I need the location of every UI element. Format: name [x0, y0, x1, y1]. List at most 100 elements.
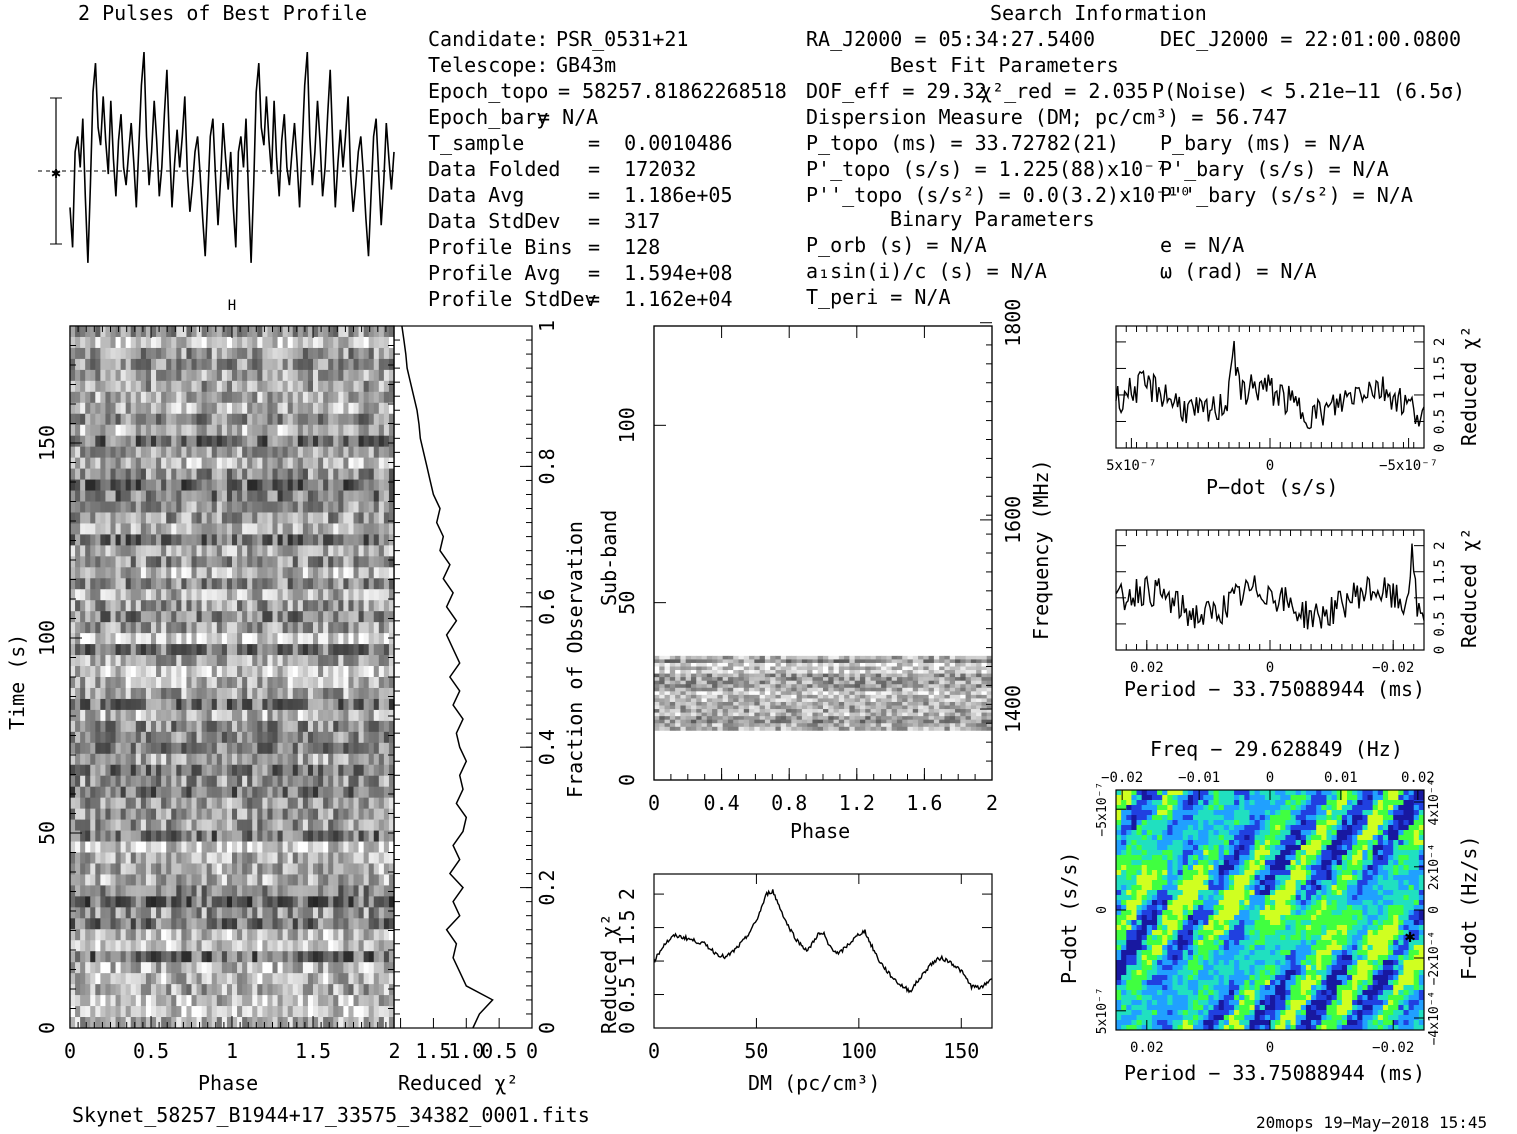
- time-phase-cell: [252, 940, 257, 951]
- time-phase-cell: [278, 688, 283, 699]
- time-phase-cell: [186, 359, 191, 370]
- subband-cell: [834, 681, 840, 685]
- time-phase-cell: [85, 447, 90, 458]
- time-phase-cell: [293, 337, 298, 348]
- time-phase-cell: [192, 885, 197, 896]
- time-phase-cell: [166, 677, 171, 688]
- time-phase-cell: [354, 425, 359, 436]
- time-phase-cell: [75, 820, 80, 831]
- time-phase-cell: [227, 545, 232, 556]
- time-phase-cell: [131, 480, 136, 491]
- subband-cell: [834, 674, 840, 678]
- subband-cell: [849, 656, 855, 660]
- time-phase-cell: [80, 688, 85, 699]
- time-phase-cell: [207, 512, 212, 523]
- time-phase-cell: [369, 414, 374, 425]
- time-phase-cell: [186, 436, 191, 447]
- subband-cell: [765, 667, 771, 671]
- time-phase-cell: [202, 688, 207, 699]
- time-phase-cell: [202, 809, 207, 820]
- time-phase-cell: [85, 732, 90, 743]
- time-phase-cell: [348, 743, 353, 754]
- time-phase-cell: [131, 556, 136, 567]
- subband-cell: [717, 670, 723, 674]
- time-phase-cell: [116, 907, 121, 918]
- time-phase-cell: [126, 765, 131, 776]
- time-phase-cell: [303, 853, 308, 864]
- time-phase-cell: [293, 853, 298, 864]
- time-phase-cell: [318, 874, 323, 885]
- time-phase-cell: [252, 381, 257, 392]
- time-phase-cell: [374, 480, 379, 491]
- time-phase-cell: [85, 874, 90, 885]
- time-phase-cell: [348, 995, 353, 1006]
- time-phase-cell: [298, 743, 303, 754]
- time-phase-cell: [364, 414, 369, 425]
- time-phase-cell: [354, 853, 359, 864]
- time-phase-cell: [262, 798, 267, 809]
- time-phase-cell: [247, 853, 252, 864]
- time-phase-cell: [328, 710, 333, 721]
- time-phase-cell: [156, 710, 161, 721]
- time-phase-cell: [146, 523, 151, 534]
- time-phase-cell: [146, 348, 151, 359]
- time-phase-cell: [126, 973, 131, 984]
- time-phase-cell: [257, 1006, 262, 1017]
- time-phase-cell: [384, 633, 389, 644]
- time-phase-cell: [171, 392, 176, 403]
- time-phase-cell: [222, 962, 227, 973]
- time-phase-cell: [354, 907, 359, 918]
- time-phase-cell: [202, 699, 207, 710]
- time-phase-cell: [105, 688, 110, 699]
- time-phase-cell: [364, 787, 369, 798]
- time-phase-cell: [374, 907, 379, 918]
- time-phase-cell: [348, 611, 353, 622]
- time-phase-cell: [121, 392, 126, 403]
- subband-cell: [723, 681, 729, 685]
- time-phase-cell: [293, 688, 298, 699]
- time-phase-cell: [313, 929, 318, 940]
- time-phase-cell: [136, 885, 141, 896]
- subband-cell: [828, 659, 834, 663]
- time-phase-cell: [105, 458, 110, 469]
- subband-cell: [976, 656, 982, 660]
- time-phase-cell: [374, 666, 379, 677]
- time-phase-cell: [313, 447, 318, 458]
- time-phase-cell: [308, 863, 313, 874]
- time-phase-cell: [232, 370, 237, 381]
- time-phase-cell: [176, 951, 181, 962]
- time-phase-cell: [237, 633, 242, 644]
- time-phase-cell: [247, 578, 252, 589]
- subband-cell: [902, 677, 908, 681]
- time-phase-cell: [242, 523, 247, 534]
- time-phase-cell: [105, 677, 110, 688]
- time-phase-cell: [298, 534, 303, 545]
- time-phase-cell: [242, 414, 247, 425]
- subband-cell: [696, 659, 702, 663]
- time-phase-cell: [217, 885, 222, 896]
- time-phase-cell: [369, 633, 374, 644]
- time-phase-cell: [217, 425, 222, 436]
- time-phase-cell: [298, 831, 303, 842]
- time-phase-cell: [186, 1006, 191, 1017]
- time-phase-cell: [217, 896, 222, 907]
- time-phase-cell: [333, 699, 338, 710]
- time-phase-cell: [90, 600, 95, 611]
- subband-cell: [902, 681, 908, 685]
- time-phase-cell: [278, 600, 283, 611]
- time-phase-cell: [328, 809, 333, 820]
- time-phase-cell: [217, 710, 222, 721]
- time-phase-cell: [354, 798, 359, 809]
- time-phase-cell: [212, 765, 217, 776]
- time-phase-cell: [121, 622, 126, 633]
- time-phase-cell: [116, 710, 121, 721]
- subband-cell: [828, 670, 834, 674]
- time-phase-cell: [267, 491, 272, 502]
- time-phase-cell: [75, 633, 80, 644]
- time-phase-cell: [197, 666, 202, 677]
- time-phase-cell: [247, 480, 252, 491]
- time-phase-cell: [181, 589, 186, 600]
- subband-cell: [754, 670, 760, 674]
- time-phase-cell: [70, 600, 75, 611]
- time-phase-cell: [313, 403, 318, 414]
